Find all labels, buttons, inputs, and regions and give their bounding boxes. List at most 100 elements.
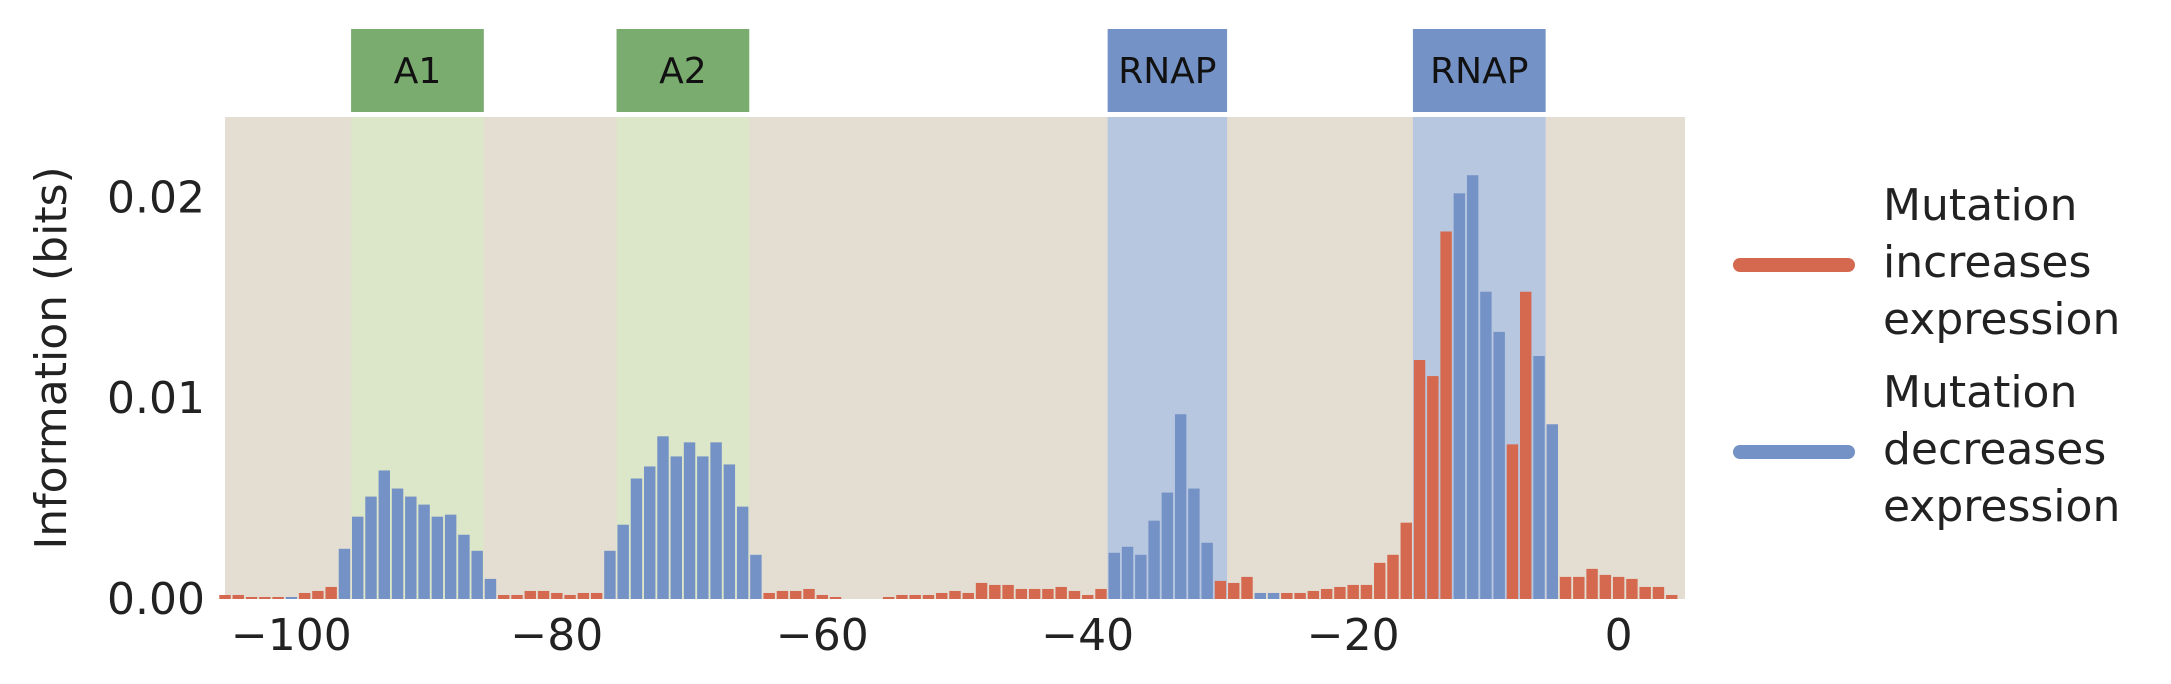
bar--68 <box>710 442 722 599</box>
bar--93 <box>378 470 390 599</box>
bar--19 <box>1360 584 1373 599</box>
bar--70 <box>683 442 696 599</box>
region-label-box-a2-1 <box>616 29 750 112</box>
bar--102 <box>259 596 271 599</box>
bar--40 <box>1082 594 1094 599</box>
bar--87 <box>458 534 470 599</box>
bar--97 <box>325 586 337 599</box>
bar--92 <box>391 488 404 599</box>
bar--12 <box>1453 193 1466 600</box>
bar--38 <box>1108 552 1120 599</box>
x-axis: −100 −80 −60 −40 −20 0 <box>231 610 1633 661</box>
y-axis: Information (bits) 0.00 0.01 0.02 <box>26 166 205 625</box>
information-bars <box>219 175 1678 600</box>
legend-label-increases: increases <box>1883 237 2091 288</box>
bar--44 <box>1028 588 1041 599</box>
bar--103 <box>245 596 258 599</box>
bar--73 <box>644 466 656 599</box>
bar--25 <box>1281 592 1293 599</box>
bar--94 <box>365 496 377 599</box>
bar--65 <box>750 554 762 599</box>
bar--6 <box>1533 355 1545 599</box>
bar--72 <box>657 436 669 599</box>
bar--99 <box>298 592 311 599</box>
bar--37 <box>1121 546 1134 599</box>
bar--30 <box>1214 580 1227 599</box>
bar--79 <box>564 594 576 599</box>
bar--78 <box>577 592 590 599</box>
bar--26 <box>1267 592 1280 599</box>
bar--75 <box>617 524 629 599</box>
bar--27 <box>1254 592 1266 599</box>
bar--50 <box>949 590 961 599</box>
region-label-box-rnap-3 <box>1412 29 1546 112</box>
bar--88 <box>444 514 457 599</box>
bar--53 <box>909 594 921 599</box>
bar--17 <box>1387 554 1399 599</box>
bar--39 <box>1095 588 1107 599</box>
bar--49 <box>962 592 974 599</box>
bar--60 <box>816 594 828 599</box>
region-labels: A1 A2 RNAP RNAP <box>351 29 1546 112</box>
bar--81 <box>537 590 550 599</box>
x-tick-label: −60 <box>776 610 869 661</box>
bar--98 <box>312 590 324 599</box>
bar--14 <box>1427 376 1439 599</box>
region-label-box-a1-0 <box>351 29 484 112</box>
bar--16 <box>1400 522 1412 599</box>
bar--67 <box>723 464 736 599</box>
bar--52 <box>922 594 935 599</box>
bar--69 <box>697 456 709 599</box>
legend-label-decreases: Mutation <box>1883 367 2077 418</box>
bar--9 <box>1493 331 1505 599</box>
bar--104 <box>232 594 244 599</box>
bar--83 <box>511 594 523 599</box>
bar--3 <box>1573 576 1585 599</box>
bar--91 <box>405 496 417 599</box>
bar--34 <box>1161 492 1174 599</box>
bar--80 <box>551 592 563 599</box>
bar--15 <box>1413 360 1426 599</box>
bar--43 <box>1042 588 1054 599</box>
y-tick-label: 0.01 <box>107 373 205 424</box>
bar--4 <box>1559 576 1572 599</box>
bar--101 <box>272 596 284 599</box>
bar-1 <box>1626 578 1638 599</box>
region-label-box-rnap-2 <box>1107 29 1228 112</box>
bar--64 <box>763 592 775 599</box>
y-tick-label: 0.02 <box>107 172 205 223</box>
bar--89 <box>431 516 444 599</box>
region-label-a2-1: A2 <box>659 51 707 92</box>
legend-label-increases: Mutation <box>1883 180 2077 231</box>
region-label-rnap-3: RNAP <box>1430 51 1528 92</box>
bar--1 <box>1599 574 1612 599</box>
bar--41 <box>1068 590 1081 599</box>
bar-4 <box>1666 594 1678 599</box>
bar--62 <box>790 590 802 599</box>
legend-label-decreases: expression <box>1883 481 2120 532</box>
bar--18 <box>1374 562 1386 599</box>
bar--51 <box>936 592 948 599</box>
bar--24 <box>1294 592 1306 599</box>
legend-label-increases: expression <box>1883 294 2120 345</box>
bar--55 <box>882 596 895 599</box>
bar--2 <box>1586 568 1598 599</box>
region-label-rnap-2: RNAP <box>1118 51 1216 92</box>
bar--77 <box>590 592 603 599</box>
bar--21 <box>1334 586 1346 599</box>
x-tick-label: −100 <box>231 610 352 661</box>
bar--66 <box>736 506 749 599</box>
bar--61 <box>803 588 815 599</box>
bar--76 <box>604 550 616 599</box>
region-label-a1-0: A1 <box>394 51 442 92</box>
bar--59 <box>829 596 842 599</box>
bar--7 <box>1520 291 1532 599</box>
bar--48 <box>975 582 988 599</box>
bar--42 <box>1055 586 1067 599</box>
bar--85 <box>484 578 497 599</box>
bar--32 <box>1188 488 1200 599</box>
bar--47 <box>989 584 1001 599</box>
bar--84 <box>498 594 510 599</box>
bar--96 <box>338 548 351 599</box>
